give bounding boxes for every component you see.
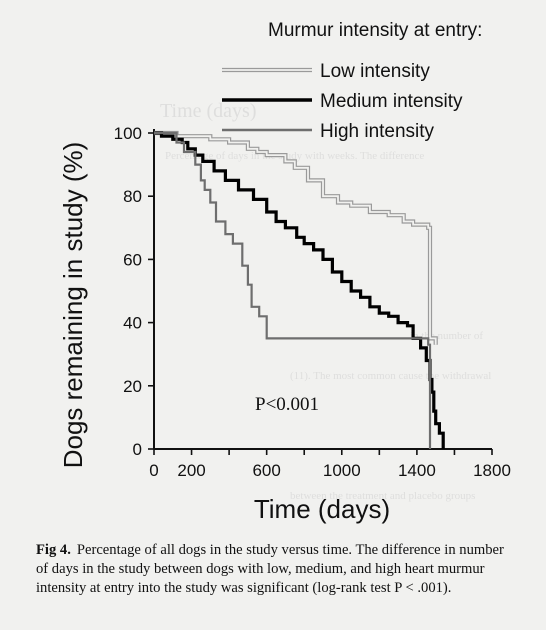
y-axis-label: Dogs remaining in study (%) [58, 142, 88, 469]
x-tick-label: 0 [149, 461, 158, 480]
legend-label: High intensity [320, 121, 435, 142]
series-line-inner [154, 132, 437, 345]
legend-title: Murmur intensity at entry: [268, 20, 482, 41]
legend-label: Low intensity [320, 61, 430, 82]
series-line [154, 131, 432, 449]
bleed-through-text: (11). The most common cause the withdraw… [290, 370, 492, 382]
y-tick-label: 20 [123, 377, 142, 396]
ticks-layer: 0 200 600 1000 1400 1800 0 20 40 60 80 100 [114, 124, 511, 480]
bleed-through-text: Percentage of days in the study with wee… [165, 150, 425, 162]
p-value-annotation: P<0.001 [255, 394, 319, 415]
x-tick-label: 600 [252, 461, 280, 480]
series-low-intensity [154, 130, 438, 345]
bleed-through-text: between the treatment and placebo groups [290, 490, 476, 502]
legend-item-high-intensity: High intensity [222, 121, 435, 142]
series-line [154, 131, 445, 449]
legend: Murmur intensity at entry: Low intensity… [222, 20, 482, 142]
legend-item-medium-intensity: Medium intensity [222, 91, 463, 112]
legend-item-low-intensity: Low intensity [222, 61, 430, 82]
plot-area [153, 129, 492, 450]
x-tick-label: 1800 [473, 461, 511, 480]
series-high-intensity [154, 131, 432, 449]
legend-label: Medium intensity [320, 91, 463, 112]
y-tick-label: 80 [123, 187, 142, 206]
y-tick-label: 100 [114, 124, 142, 143]
caption-label: Fig 4. [36, 542, 71, 558]
x-tick-label: 1000 [323, 461, 361, 480]
x-tick-label: 1400 [398, 461, 436, 480]
y-tick-label: 60 [123, 250, 142, 269]
y-tick-label: 40 [123, 314, 142, 333]
x-tick-label: 200 [177, 461, 205, 480]
series-layer [154, 130, 445, 449]
caption-text: Percentage of all dogs in the study vers… [36, 542, 504, 596]
bleed-through-text: Time (days) [160, 100, 257, 122]
series-medium-intensity [154, 131, 445, 449]
x-axis-label: Time (days) [254, 494, 390, 524]
figure-caption: Fig 4. Percentage of all dogs in the stud… [36, 541, 516, 598]
y-tick-label: 0 [133, 440, 142, 459]
